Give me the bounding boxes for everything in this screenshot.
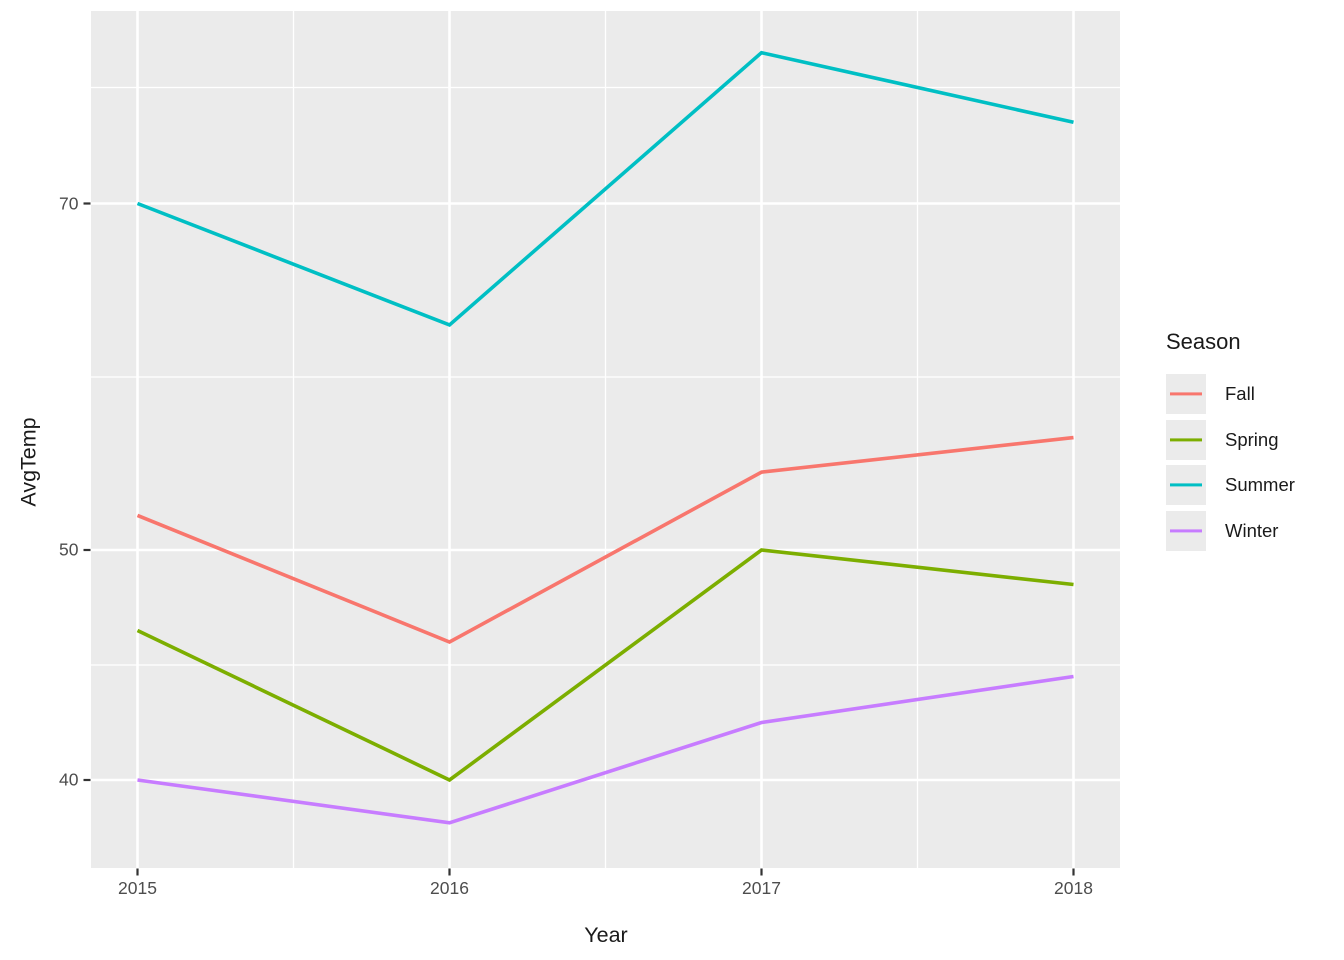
y-tick-label: 70 bbox=[59, 192, 79, 213]
y-tick-label: 40 bbox=[59, 769, 79, 790]
x-axis-title: Year bbox=[584, 923, 628, 947]
legend-item-winter: Winter bbox=[1166, 510, 1295, 551]
legend-item-fall: Fall bbox=[1166, 374, 1295, 415]
y-axis-title: AvgTemp bbox=[16, 417, 41, 507]
legend-key-line bbox=[1170, 483, 1202, 487]
series-line-winter bbox=[137, 674, 1074, 825]
x-tick-label: 2018 bbox=[1054, 878, 1093, 898]
legend-key-swatch bbox=[1166, 465, 1206, 506]
legend-key-line bbox=[1170, 438, 1202, 442]
legend-key-line bbox=[1170, 392, 1202, 396]
y-tick-label: 50 bbox=[59, 539, 79, 560]
series-line-summer bbox=[136, 50, 1074, 328]
legend-item-label: Fall bbox=[1225, 383, 1255, 405]
x-tick-label: 2017 bbox=[742, 878, 781, 898]
legend-item-spring: Spring bbox=[1166, 419, 1295, 460]
legend-item-label: Summer bbox=[1225, 474, 1295, 496]
legend-items: Fall Spring Summer Winter bbox=[1166, 374, 1295, 551]
x-tick-label: 2015 bbox=[118, 878, 157, 898]
legend-title: Season bbox=[1166, 329, 1241, 354]
legend-item-summer: Summer bbox=[1166, 465, 1295, 506]
series-line-fall bbox=[136, 435, 1074, 644]
legend-item-label: Spring bbox=[1225, 428, 1279, 450]
x-tick-label: 2016 bbox=[430, 878, 469, 898]
legend-key-swatch bbox=[1166, 419, 1206, 460]
legend-key-swatch bbox=[1166, 374, 1206, 415]
legend-key-swatch bbox=[1166, 510, 1206, 551]
legend: Season Fall Spring Summer Winter bbox=[1166, 329, 1295, 556]
legend-item-label: Winter bbox=[1225, 519, 1279, 541]
legend-key-line bbox=[1170, 529, 1202, 533]
series-line-spring bbox=[136, 548, 1074, 783]
